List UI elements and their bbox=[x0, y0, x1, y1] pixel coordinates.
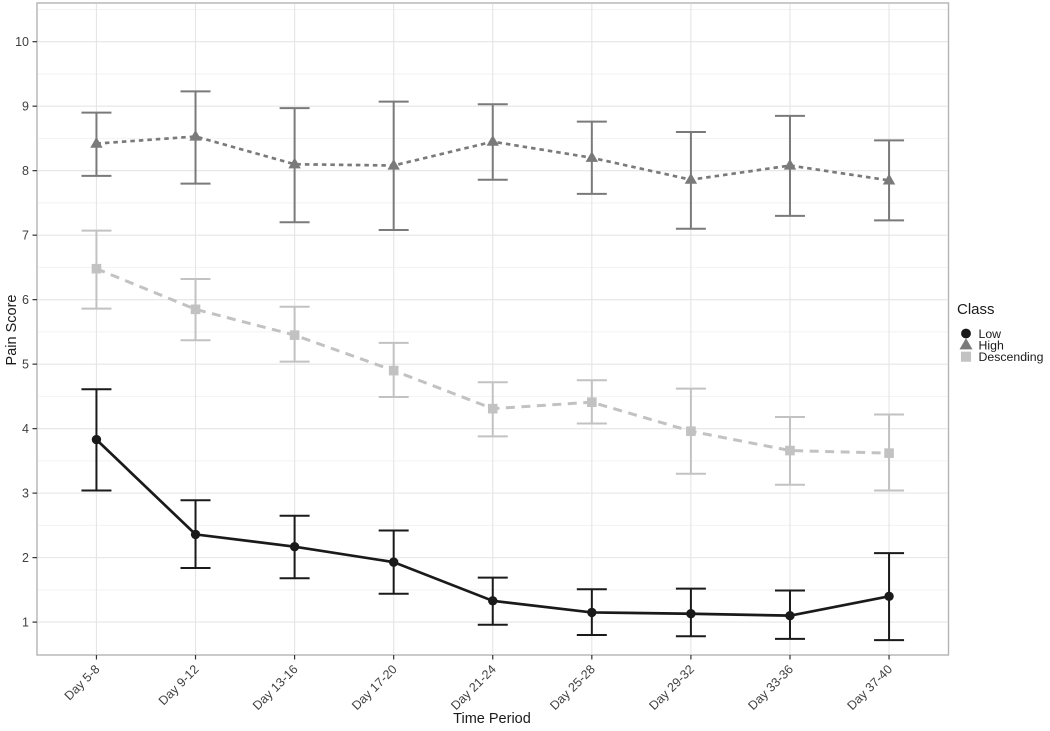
y-tick-label: 6 bbox=[22, 293, 29, 307]
data-point-high-6 bbox=[684, 173, 698, 184]
data-point-descending-1 bbox=[190, 304, 201, 315]
series-descending bbox=[81, 229, 905, 492]
x-tick-label: Day 13-16 bbox=[250, 662, 301, 713]
data-point-descending-2 bbox=[289, 330, 300, 340]
y-tick-label: 8 bbox=[22, 164, 29, 178]
y-tick-label: 1 bbox=[22, 615, 29, 629]
data-point-high-2 bbox=[288, 157, 301, 169]
legend-square-icon bbox=[960, 351, 972, 362]
x-tick-label: Day 21-24 bbox=[448, 662, 499, 713]
data-point-high-0 bbox=[90, 136, 103, 148]
legend-title: Class bbox=[957, 301, 995, 318]
data-point-descending-0 bbox=[91, 263, 102, 274]
data-point-descending-7 bbox=[785, 445, 795, 456]
data-point-high-4 bbox=[486, 134, 499, 146]
x-tick-label: Day 33-36 bbox=[745, 662, 796, 713]
x-tick-label: Day 29-32 bbox=[646, 662, 697, 713]
x-tick-label: Day 9-12 bbox=[156, 662, 202, 708]
y-tick-label: 4 bbox=[22, 422, 29, 436]
data-point-high-3 bbox=[387, 158, 400, 170]
legend-label: Low bbox=[979, 327, 1002, 341]
legend-triangle-icon bbox=[959, 338, 973, 350]
x-tick-label: Day 37-40 bbox=[844, 662, 895, 713]
grid-layer bbox=[36, 2, 950, 656]
data-point-descending-5 bbox=[587, 397, 597, 407]
data-point-low-8 bbox=[884, 591, 894, 602]
data-point-descending-3 bbox=[388, 365, 399, 376]
y-tick-label: 5 bbox=[22, 357, 29, 371]
data-point-low-0 bbox=[91, 434, 102, 445]
y-tick-label: 7 bbox=[22, 228, 29, 242]
data-point-descending-6 bbox=[686, 426, 696, 437]
data-point-low-6 bbox=[686, 609, 696, 619]
series-low bbox=[81, 388, 905, 642]
x-tick-label: Day 5-8 bbox=[62, 662, 103, 703]
data-point-high-8 bbox=[882, 173, 896, 185]
legend-item-high: High bbox=[959, 338, 1004, 352]
legend-label: Descending bbox=[979, 350, 1044, 364]
data-point-low-3 bbox=[388, 557, 399, 567]
x-tick-label: Day 25-28 bbox=[547, 662, 598, 713]
y-tick-label: 3 bbox=[22, 486, 29, 500]
data-point-descending-8 bbox=[884, 448, 894, 458]
y-tick-label: 9 bbox=[22, 99, 29, 113]
legend-label: High bbox=[979, 338, 1004, 352]
data-point-low-2 bbox=[289, 541, 300, 552]
y-tick-label: 2 bbox=[22, 551, 29, 565]
x-tick-label: Day 17-20 bbox=[349, 662, 400, 713]
legend-item-descending: Descending bbox=[960, 350, 1044, 364]
series-layer bbox=[81, 90, 905, 642]
data-point-high-5 bbox=[585, 151, 599, 162]
data-point-descending-4 bbox=[487, 403, 498, 414]
legend-circle-icon bbox=[961, 328, 971, 339]
data-point-low-7 bbox=[785, 610, 795, 621]
data-point-low-5 bbox=[587, 607, 597, 618]
x-axis-title: Time Period bbox=[453, 711, 531, 727]
data-point-high-1 bbox=[189, 129, 202, 141]
series-high bbox=[81, 90, 905, 232]
legend-item-low: Low bbox=[961, 327, 1001, 341]
y-tick-label: 10 bbox=[15, 35, 29, 49]
data-point-low-4 bbox=[488, 596, 498, 606]
y-axis-title: Pain Score bbox=[4, 295, 20, 366]
data-point-low-1 bbox=[190, 529, 201, 540]
data-point-high-7 bbox=[783, 158, 797, 170]
